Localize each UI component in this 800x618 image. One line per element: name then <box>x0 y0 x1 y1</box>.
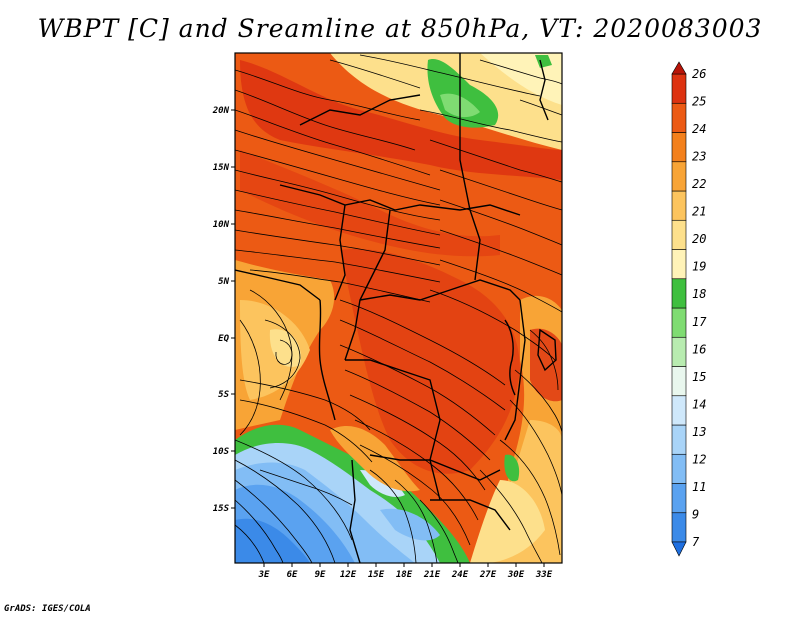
colorbar-label: 25 <box>692 95 706 109</box>
colorbar-segment <box>671 453 687 484</box>
lon-label: 24E <box>451 570 469 580</box>
lat-label: 15N <box>213 163 230 173</box>
lat-axis: 20N 15N 10N 5N EQ 5S 10S 15S <box>212 106 235 514</box>
colorbar-min-arrow <box>671 541 687 557</box>
map-frame <box>234 52 563 564</box>
colorbar-segment <box>671 483 687 514</box>
lat-label: 20N <box>212 106 230 116</box>
lon-label: 6E <box>287 570 298 580</box>
colorbar-label: 22 <box>692 177 706 191</box>
lat-label: EQ <box>218 334 229 344</box>
lon-label: 30E <box>507 570 525 580</box>
colorbar-label: 20 <box>692 232 706 246</box>
colorbar-segment <box>671 161 687 192</box>
colorbar-label: 16 <box>692 342 706 356</box>
country-borders <box>235 53 557 563</box>
lon-axis: 3E 6E 9E 12E 15E 18E 21E 24E 27E 30E 33E <box>258 563 553 580</box>
colorbar-label: 11 <box>692 480 706 494</box>
lat-label: 15S <box>213 504 230 514</box>
lat-label: 10N <box>213 220 230 230</box>
lat-label: 5S <box>218 390 229 400</box>
colorbar-label: 14 <box>692 397 706 411</box>
wbpt-field <box>235 53 562 563</box>
colorbar-segment <box>671 424 687 455</box>
colorbar-label: 12 <box>692 452 706 466</box>
colorbar-label: 26 <box>692 67 706 81</box>
colorbar-segment <box>671 512 687 543</box>
colorbar-segment <box>671 132 687 163</box>
colorbar-segment <box>671 219 687 250</box>
colorbar-label: 17 <box>692 315 707 329</box>
streamlines <box>235 54 562 563</box>
colorbar-segment <box>671 336 687 367</box>
colorbar-segment <box>671 190 687 221</box>
colorbar-label: 9 <box>692 507 699 521</box>
colorbar-label: 23 <box>692 150 706 164</box>
colorbar-label: 7 <box>692 535 700 549</box>
grads-credit: GrADS: IGES/COLA <box>4 604 91 614</box>
colorbar-segment <box>671 395 687 426</box>
lat-label: 5N <box>218 277 229 287</box>
lon-label: 15E <box>368 570 385 580</box>
colorbar-segment <box>671 102 687 133</box>
lon-label: 21E <box>423 570 441 580</box>
lon-label: 27E <box>479 570 497 580</box>
colorbar-segment <box>671 73 687 104</box>
colorbar-label: 18 <box>692 287 706 301</box>
lon-label: 33E <box>535 570 553 580</box>
map-title: WBPT [C] and Sreamline at 850hPa, VT: 20… <box>37 14 763 43</box>
lon-label: 9E <box>315 570 326 580</box>
colorbar: 7 9 11 12 13 14 15 16 17 18 19 20 21 22 23 24 25 26 <box>671 61 707 557</box>
colorbar-max-arrow <box>671 61 687 75</box>
colorbar-label: 21 <box>692 205 706 219</box>
colorbar-label: 13 <box>692 425 706 439</box>
lat-label: 10S <box>213 447 230 457</box>
lon-label: 3E <box>258 570 270 580</box>
colorbar-segment <box>671 307 687 338</box>
colorbar-segment <box>671 278 687 309</box>
colorbar-label: 19 <box>692 260 706 274</box>
colorbar-segment <box>671 249 687 280</box>
lon-label: 12E <box>340 570 357 580</box>
colorbar-segment <box>671 366 687 397</box>
colorbar-label: 15 <box>692 370 706 384</box>
lon-label: 18E <box>396 570 413 580</box>
colorbar-label: 24 <box>692 122 706 136</box>
